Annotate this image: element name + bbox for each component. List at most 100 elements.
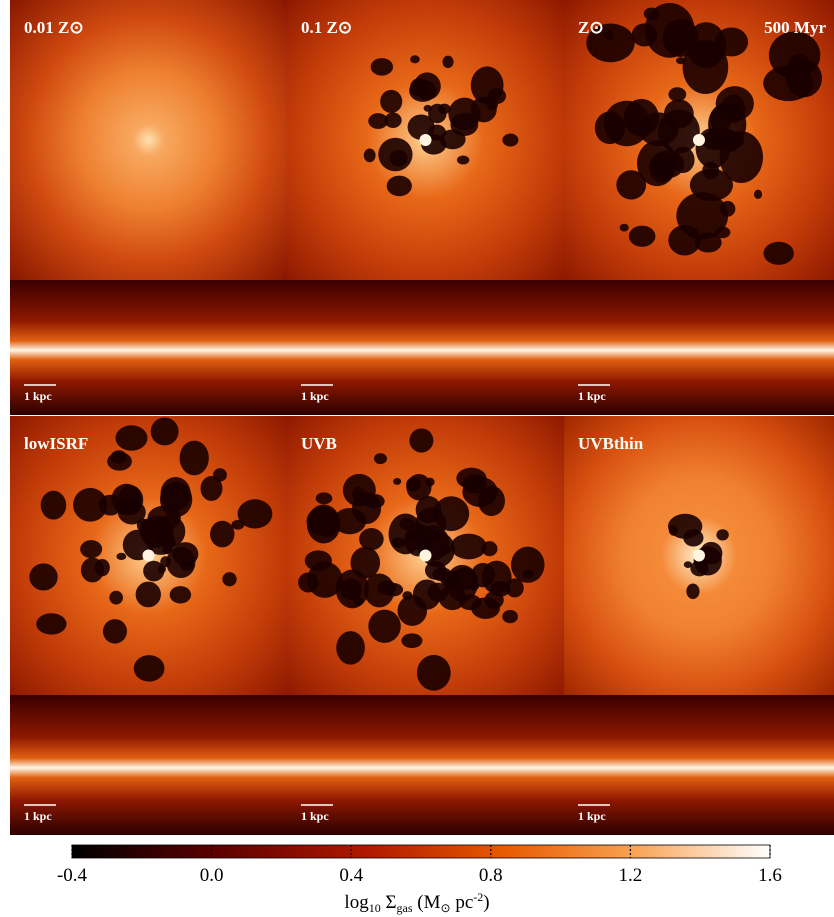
gas-cavity — [586, 23, 635, 63]
time-label: 500 Myr — [764, 18, 826, 37]
gas-cavity — [364, 573, 395, 608]
galaxy-core — [142, 549, 155, 562]
scale-bar-label: 1 kpc — [301, 389, 329, 403]
scale-bar-label: 1 kpc — [24, 809, 52, 823]
gas-cavity — [502, 133, 519, 147]
gas-cavity — [40, 490, 67, 520]
panel: Z⊙ 500 Myr 1 kpc — [564, 0, 834, 415]
gas-cavity — [716, 529, 729, 541]
gas-cavity — [763, 241, 794, 265]
gas-cavity — [686, 583, 700, 600]
panel: UVB 1 kpc — [287, 416, 564, 835]
panel-label: UVB — [301, 434, 337, 453]
gas-cavity — [668, 224, 701, 256]
gas-cavity — [110, 450, 127, 464]
gas-cavity — [628, 225, 656, 247]
gas-cavity — [80, 540, 103, 559]
colorbar-tick-label: 0.4 — [339, 865, 363, 886]
gas-cavity — [616, 170, 647, 200]
gas-cavity — [160, 476, 191, 511]
edge-on-image — [10, 695, 287, 835]
gas-cavity — [153, 515, 186, 548]
gas-cavity — [456, 155, 470, 165]
gas-cavity — [73, 487, 108, 522]
gas-cavity — [490, 581, 511, 597]
colorbar-label-part: -2 — [473, 890, 483, 904]
panel: 0.1 Z⊙ 1 kpc — [287, 0, 564, 415]
gas-cavity — [298, 572, 319, 593]
colorbar-tick-label: 0.0 — [200, 865, 224, 886]
gas-cavity — [157, 564, 166, 574]
gas-cavity — [502, 609, 518, 624]
gas-cavity — [352, 486, 365, 501]
gas-cavity — [689, 168, 734, 202]
gas-cavity — [133, 655, 165, 682]
gas-cavity — [370, 58, 394, 76]
gas-cavity — [179, 440, 209, 476]
gas-cavity — [450, 533, 487, 560]
gas-cavity — [393, 477, 402, 485]
gas-cavity — [619, 223, 629, 232]
colorbar-tick-label: 1.6 — [758, 865, 782, 886]
gas-cavity — [315, 492, 333, 505]
gas-cavity — [438, 103, 451, 115]
gas-cavity — [384, 112, 402, 129]
gas-cavity — [753, 189, 763, 200]
panel: lowISRF 1 kpc — [10, 416, 287, 835]
panel-label: 0.1 Z⊙ — [301, 18, 352, 37]
colorbar-label-part: ⊙ — [441, 901, 451, 915]
gas-cavity — [471, 562, 496, 588]
gas-cavity — [237, 499, 273, 529]
gas-cavity — [388, 513, 423, 555]
colorbar-tick-label: 1.2 — [619, 865, 643, 886]
gas-cavity — [683, 561, 693, 568]
panel-label: lowISRF — [24, 434, 88, 453]
gas-cavity — [353, 597, 364, 606]
gas-cavity — [373, 453, 387, 465]
gas-cavity — [406, 473, 432, 501]
galaxy-core — [419, 134, 432, 146]
gas-cavity — [714, 27, 749, 57]
gas-cavity — [699, 541, 723, 565]
galaxy-core — [419, 549, 432, 562]
colorbar-label: log10 Σgas (M⊙ pc-2) — [344, 890, 489, 915]
gas-cavity — [386, 175, 412, 197]
panel: 0.01 Z⊙ 1 kpc — [10, 0, 287, 415]
gas-cavity — [36, 613, 67, 635]
gas-cavity — [481, 541, 498, 557]
panel-label: UVBthin — [578, 434, 644, 453]
colorbar-label-part: pc — [451, 892, 474, 913]
colorbar-label-part: (M — [413, 892, 441, 913]
gas-cavity — [718, 131, 745, 150]
gas-cavity — [306, 504, 341, 544]
gas-cavity — [115, 425, 148, 451]
gas-cavity — [222, 572, 237, 587]
gas-cavity — [477, 485, 505, 517]
gas-cavity — [406, 530, 420, 541]
gas-cavity — [210, 520, 235, 548]
galaxy-core — [693, 549, 705, 562]
gas-cavity — [29, 563, 58, 591]
gas-cavity — [668, 87, 687, 102]
colorbar-label-part: 10 — [369, 901, 381, 915]
scale-bar-label: 1 kpc — [578, 809, 606, 823]
gas-cavity — [433, 496, 470, 532]
gas-cavity — [336, 631, 365, 665]
gas-cavity — [117, 500, 146, 525]
gas-cavity — [714, 226, 731, 239]
scale-bar-label: 1 kpc — [578, 389, 606, 403]
gas-cavity — [333, 508, 367, 535]
gas-cavity — [650, 150, 685, 179]
edge-on-image — [564, 695, 834, 835]
colorbar-tick-label: -0.4 — [57, 865, 88, 886]
gas-cavity — [368, 609, 401, 643]
gas-cavity — [438, 585, 467, 611]
gas-cavity — [416, 654, 451, 691]
galaxy-core — [693, 134, 705, 146]
gas-cavity — [432, 567, 452, 582]
gas-cavity — [505, 578, 524, 598]
gas-cavity — [359, 528, 384, 551]
gas-cavity — [409, 79, 437, 102]
gas-cavity — [682, 40, 729, 94]
